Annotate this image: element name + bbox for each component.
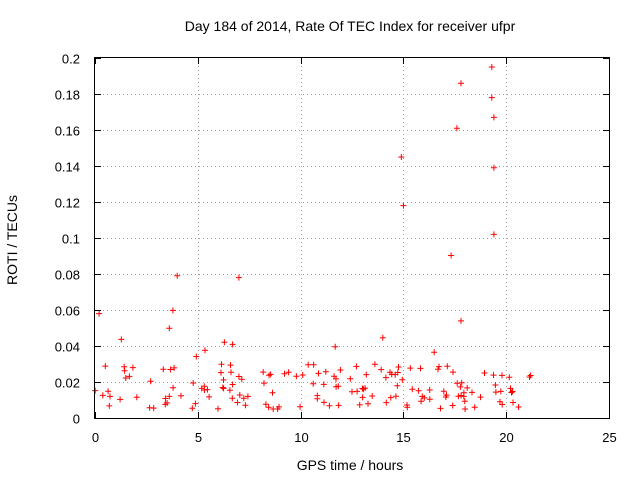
x-tick-label: 10 <box>294 430 308 445</box>
x-tick-label: 20 <box>499 430 513 445</box>
y-tick-label: 0.02 <box>55 376 80 391</box>
y-axis-label: ROTI / TECUs <box>4 195 20 285</box>
x-tick-label: 25 <box>602 430 616 445</box>
y-tick-labels: 0 0.02 0.04 0.06 0.08 0.1 0.12 0.14 0.16 0.18 0.2 <box>55 52 80 427</box>
x-tick-labels: 0 5 10 15 20 25 <box>92 430 617 445</box>
chart-title: Day 184 of 2014, Rate Of TEC Index for r… <box>185 18 516 34</box>
y-tick-label: 0.08 <box>55 268 80 283</box>
y-tick-label: 0.16 <box>55 124 80 139</box>
x-tick-label: 15 <box>396 430 410 445</box>
y-tick-label: 0.04 <box>55 340 80 355</box>
y-tick-label: 0.12 <box>55 196 80 211</box>
grid-lines <box>95 58 609 418</box>
y-tick-label: 0.06 <box>55 304 80 319</box>
y-tick-label: 0.14 <box>55 160 80 175</box>
plot-frame <box>94 57 610 419</box>
x-axis-label: GPS time / hours <box>297 457 404 473</box>
y-tick-label: 0.18 <box>55 88 80 103</box>
x-tick-label: 0 <box>92 430 99 445</box>
axis-ticks <box>95 58 610 419</box>
y-tick-label: 0 <box>73 412 80 427</box>
y-tick-label: 0.1 <box>62 232 80 247</box>
x-tick-label: 5 <box>195 430 202 445</box>
data-points <box>92 64 534 412</box>
plus-markers <box>92 64 534 412</box>
y-tick-label: 0.2 <box>62 52 80 67</box>
